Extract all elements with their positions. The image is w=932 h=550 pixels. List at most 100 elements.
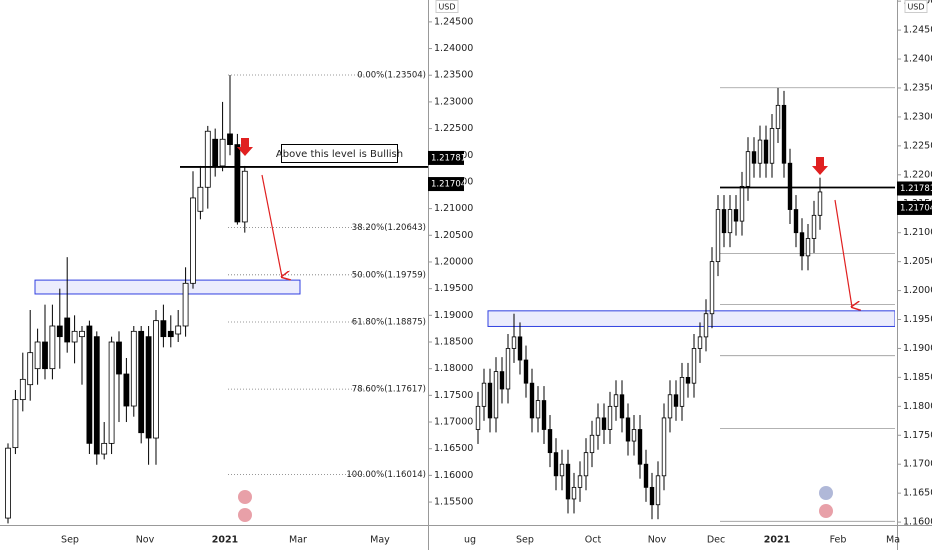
fib-label: 78.60%(1.17617) — [352, 385, 426, 395]
left-plot — [5, 74, 428, 524]
candle-body — [130, 330, 137, 407]
candle-body — [167, 330, 174, 338]
candle-body — [805, 238, 811, 257]
event-icon — [819, 504, 833, 518]
candle-body — [27, 352, 34, 386]
price-tag — [897, 200, 932, 215]
x-tick-label: ug — [464, 535, 476, 546]
candle-body — [715, 209, 721, 263]
y-tick-label: 1.20500 — [903, 256, 932, 267]
candle-body — [153, 320, 159, 439]
candle-body — [182, 282, 189, 327]
x-tick-label: Nov — [648, 535, 667, 546]
price-tag-label: 1.21704 — [900, 203, 932, 213]
y-tick-label: 1.24500 — [434, 16, 473, 27]
candle-body — [197, 186, 204, 212]
candle-body — [487, 382, 493, 419]
candle-body — [565, 463, 571, 500]
y-tick-label: 1.19500 — [903, 314, 932, 325]
candle-body — [34, 341, 41, 370]
candle-body — [739, 185, 745, 222]
candle-body — [637, 429, 643, 465]
y-axis-label: USD — [438, 3, 455, 12]
annotation-box — [281, 144, 398, 163]
candle-body — [547, 429, 553, 454]
candle-body — [625, 417, 631, 442]
candle-body — [19, 378, 26, 401]
candle-body — [204, 130, 211, 188]
candle-body — [5, 447, 11, 519]
candle-body — [493, 371, 499, 419]
x-tick-label: 2021 — [764, 535, 790, 546]
candle-body — [661, 417, 667, 477]
y-tick-label: 1.19000 — [903, 343, 932, 354]
candle-body — [227, 133, 233, 145]
projection-arrow — [834, 199, 852, 307]
unit-box — [904, 0, 928, 13]
candle-body — [691, 348, 697, 384]
support-zone — [487, 310, 895, 327]
candle-body — [643, 463, 649, 488]
x-tick-label: Sep — [516, 535, 534, 546]
event-icon — [819, 486, 833, 500]
candle-body — [721, 209, 727, 234]
candle-body — [523, 359, 529, 384]
candle-body — [71, 330, 78, 343]
candle-body — [733, 209, 739, 222]
candle-body — [685, 376, 691, 384]
candle-body — [619, 394, 625, 419]
y-tick-label: 1.19500 — [434, 283, 473, 294]
y-tick-label: 1.17500 — [434, 390, 473, 401]
y-tick-label: 1.23000 — [903, 111, 932, 122]
candle-body — [817, 191, 823, 216]
candle-body — [86, 325, 93, 444]
x-tick-label: Sep — [61, 535, 79, 546]
y-tick-label: 1.18500 — [434, 336, 473, 347]
y-tick-label: 1.21000 — [903, 227, 932, 238]
y-tick-label: 1.22500 — [903, 140, 932, 151]
y-tick-label: 1.16500 — [903, 488, 932, 499]
fib-label: 0.00%(1.23504) — [357, 71, 426, 81]
y-tick-label: 1.20500 — [434, 230, 473, 241]
y-tick-label: 1.18000 — [903, 401, 932, 412]
x-tick-label: Mar — [289, 535, 307, 546]
y-tick-label: 1.16000 — [903, 517, 932, 528]
y-tick-label: 1.17000 — [903, 459, 932, 470]
candle-body — [145, 336, 152, 439]
candle-body — [811, 214, 817, 239]
x-tick-label: May — [370, 535, 390, 546]
candle-body — [727, 209, 733, 234]
price-tag — [897, 181, 932, 196]
price-tag-label: 1.21781 — [431, 153, 466, 163]
candle-body — [571, 486, 577, 500]
x-tick-label: Oct — [585, 535, 602, 546]
candle-body — [116, 341, 122, 375]
y-axis-label: USD — [907, 3, 924, 12]
candle-body — [175, 325, 182, 335]
candle-body — [781, 104, 787, 164]
y-tick-label: 1.20000 — [434, 256, 473, 267]
y-tick-label: 1.18500 — [903, 372, 932, 383]
down-arrow-icon — [812, 157, 828, 175]
price-tag-label: 1.21704 — [431, 180, 466, 190]
candle-body — [541, 400, 547, 430]
price-tag — [428, 177, 464, 192]
event-icon — [238, 490, 252, 504]
candle-body — [763, 139, 769, 164]
candle-body — [241, 170, 248, 223]
candle-body — [535, 400, 541, 419]
y-tick-label: 1.20000 — [903, 285, 932, 296]
y-tick-label: 1.23000 — [434, 96, 473, 107]
y-tick-label: 1.23500 — [434, 70, 473, 81]
candle-body — [511, 336, 517, 349]
candle-body — [787, 162, 793, 210]
y-tick-label: 1.18000 — [434, 363, 473, 374]
support-zone — [34, 279, 301, 295]
candle-body — [709, 261, 715, 315]
candle-body — [703, 313, 709, 338]
candle-body — [607, 405, 613, 430]
candle-body — [631, 429, 637, 442]
fib-label: 50.00%(1.19759) — [352, 270, 426, 280]
